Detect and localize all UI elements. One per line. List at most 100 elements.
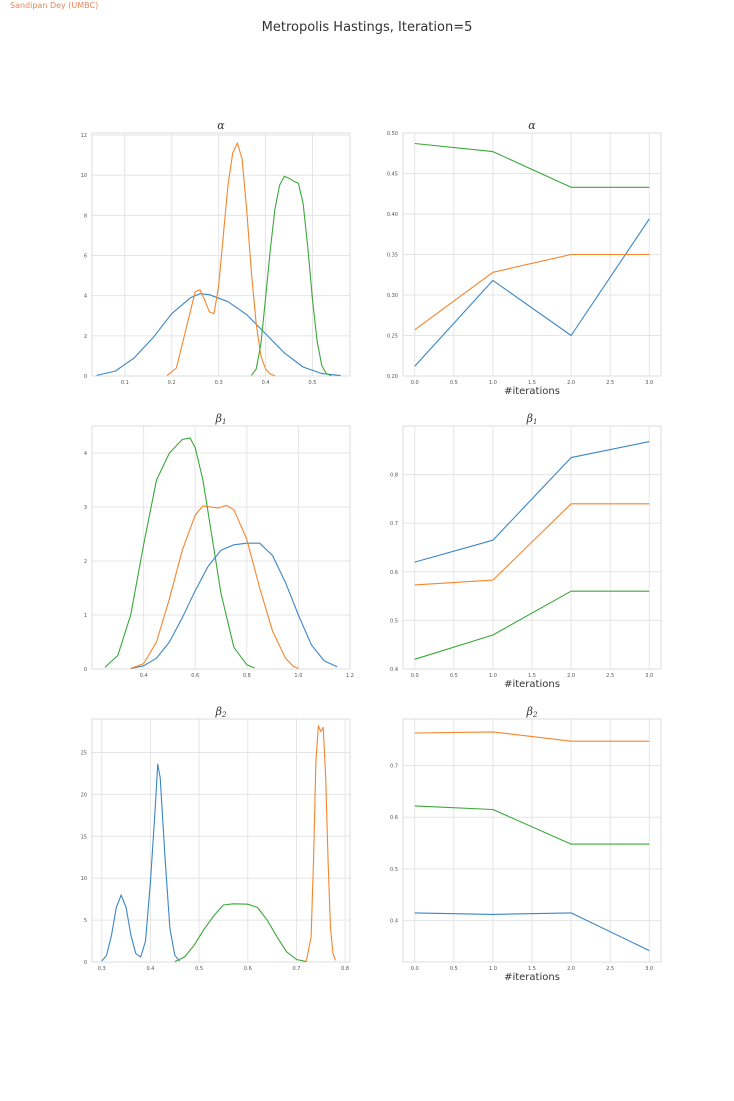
series-line-2 bbox=[130, 504, 299, 670]
series-line-1 bbox=[414, 218, 650, 367]
plot-frame bbox=[402, 718, 662, 963]
x-tick-label: 0.7 bbox=[292, 966, 300, 972]
y-tick-label: 25 bbox=[81, 751, 87, 757]
subplot-title: α bbox=[217, 119, 225, 132]
y-tick-label: 12 bbox=[81, 133, 87, 139]
x-axis-label: #iterations bbox=[504, 386, 560, 397]
x-tick-label: 0.4 bbox=[140, 673, 148, 679]
series-line-3 bbox=[104, 437, 255, 669]
subplot-title-symbol: β bbox=[215, 705, 222, 718]
plot-frame bbox=[402, 132, 662, 377]
subplot-title-symbol: β bbox=[526, 412, 533, 425]
y-tick-label: 0.50 bbox=[387, 131, 398, 137]
x-tick-label: 3.0 bbox=[645, 673, 653, 679]
x-tick-label: 0.3 bbox=[215, 380, 223, 386]
y-tick-label: 2 bbox=[84, 334, 87, 340]
series-line-2 bbox=[414, 503, 650, 586]
y-tick-label: 4 bbox=[84, 451, 87, 457]
x-tick-label: 1.5 bbox=[528, 380, 536, 386]
x-tick-label: 3.0 bbox=[645, 380, 653, 386]
y-tick-label: 0.20 bbox=[387, 374, 398, 380]
x-tick-label: 0.4 bbox=[262, 380, 270, 386]
subplot-4: 0.0 0.5 1.0 1.5 2.0 2.5 3.0 0.4 0.5 0.6 0.7 0.8 β1 #i… bbox=[390, 412, 662, 690]
y-tick-label: 0.40 bbox=[387, 212, 398, 218]
subplot-2: 0.0 0.5 1.0 1.5 2.0 2.5 3.0 0.20 0.25 0.30 0.35 0.4… bbox=[387, 119, 662, 397]
subplot-title-symbol: β bbox=[215, 412, 222, 425]
y-tick-label: 0.45 bbox=[387, 172, 398, 178]
x-tick-label: 0.5 bbox=[308, 380, 316, 386]
x-tick-label: 1.0 bbox=[489, 380, 497, 386]
subplot-title: β2 bbox=[526, 705, 538, 719]
y-tick-label: 3 bbox=[84, 505, 87, 511]
plot-frame bbox=[91, 718, 351, 963]
subplot-1: 0.1 0.2 0.3 0.4 0.5 0 2 4 6 8 10 12 α bbox=[81, 119, 351, 386]
x-tick-label: 1.2 bbox=[346, 673, 354, 679]
plot-frame bbox=[91, 132, 351, 377]
series-line-2 bbox=[166, 142, 276, 377]
x-tick-label: 3.0 bbox=[645, 966, 653, 972]
subplot-title-symbol: α bbox=[217, 119, 225, 132]
subplot-title-subscript: 2 bbox=[221, 711, 227, 719]
x-tick-label: 0.8 bbox=[341, 966, 349, 972]
series-line-3 bbox=[414, 142, 650, 188]
y-tick-label: 0.7 bbox=[390, 521, 398, 527]
series-line-1 bbox=[414, 912, 650, 952]
x-tick-label: 2.0 bbox=[567, 966, 575, 972]
x-tick-label: 0.6 bbox=[244, 966, 252, 972]
y-tick-label: 0 bbox=[84, 960, 87, 966]
x-tick-label: 0.5 bbox=[450, 673, 458, 679]
y-tick-label: 0 bbox=[84, 667, 87, 673]
plot-frame bbox=[402, 425, 662, 670]
figure-title: Metropolis Hastings, Iteration=5 bbox=[262, 20, 473, 35]
x-tick-label: 0.1 bbox=[121, 380, 129, 386]
x-tick-label: 0.6 bbox=[191, 673, 199, 679]
x-tick-label: 0.0 bbox=[411, 966, 419, 972]
x-tick-label: 0.3 bbox=[98, 966, 106, 972]
series-line-2 bbox=[174, 903, 307, 963]
subplot-title-subscript: 1 bbox=[533, 418, 537, 426]
subplot-title-symbol: α bbox=[528, 119, 536, 132]
x-tick-label: 0.5 bbox=[450, 380, 458, 386]
y-tick-label: 10 bbox=[81, 173, 87, 179]
x-tick-label: 0.8 bbox=[243, 673, 251, 679]
y-tick-label: 1 bbox=[84, 613, 87, 619]
y-tick-label: 5 bbox=[84, 918, 87, 924]
series-line-2 bbox=[414, 731, 650, 742]
x-tick-label: 0.4 bbox=[146, 966, 154, 972]
x-tick-label: 1.0 bbox=[294, 673, 302, 679]
y-tick-label: 0.30 bbox=[387, 293, 398, 299]
subplot-title-subscript: 1 bbox=[222, 418, 226, 426]
subplot-title: β1 bbox=[215, 412, 227, 426]
subplot-title-subscript: 2 bbox=[532, 711, 538, 719]
series-line-3 bbox=[414, 590, 650, 660]
y-tick-label: 4 bbox=[84, 294, 87, 300]
series-line-2 bbox=[414, 253, 650, 331]
x-tick-label: 0.2 bbox=[168, 380, 176, 386]
x-tick-label: 2.5 bbox=[606, 673, 614, 679]
y-tick-label: 8 bbox=[84, 213, 87, 219]
x-tick-label: 1.5 bbox=[528, 966, 536, 972]
series-line-3 bbox=[414, 805, 650, 845]
y-tick-label: 6 bbox=[84, 254, 87, 260]
x-tick-label: 1.5 bbox=[528, 673, 536, 679]
x-tick-label: 0.5 bbox=[450, 966, 458, 972]
subplot-title-symbol: β bbox=[526, 705, 533, 718]
x-tick-label: 2.5 bbox=[606, 966, 614, 972]
y-tick-label: 0 bbox=[84, 374, 87, 380]
x-tick-label: 1.0 bbox=[489, 673, 497, 679]
y-tick-label: 0.4 bbox=[390, 667, 398, 673]
y-tick-label: 0.6 bbox=[390, 815, 398, 821]
x-tick-label: 0.0 bbox=[411, 673, 419, 679]
y-tick-label: 10 bbox=[81, 876, 87, 882]
series-line-1 bbox=[130, 542, 338, 670]
x-tick-label: 2.0 bbox=[567, 673, 575, 679]
x-tick-label: 0.5 bbox=[195, 966, 203, 972]
x-tick-label: 2.0 bbox=[567, 380, 575, 386]
x-axis-label: #iterations bbox=[504, 679, 560, 690]
y-tick-label: 0.5 bbox=[390, 618, 398, 624]
y-tick-label: 2 bbox=[84, 559, 87, 565]
y-tick-label: 0.25 bbox=[387, 334, 398, 340]
watermark: Sandipan Dey (UMBC) bbox=[10, 1, 99, 10]
subplot-title: α bbox=[528, 119, 536, 132]
